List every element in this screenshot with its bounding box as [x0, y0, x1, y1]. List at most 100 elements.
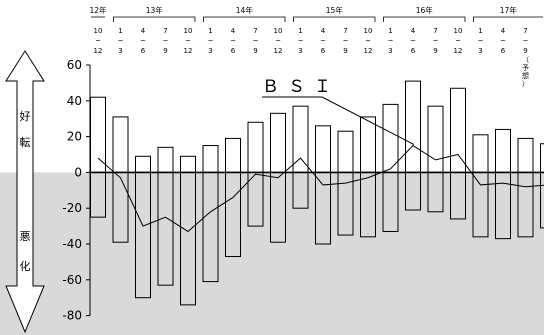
negative-bar [315, 171, 331, 245]
quarter-label: 1 [118, 27, 122, 35]
year-label: 16年 [416, 5, 434, 15]
quarter-label: 10 [364, 27, 373, 35]
negative-bar [112, 171, 129, 243]
positive-bar [382, 103, 399, 173]
quarter-label: 6 [231, 47, 236, 55]
quarter-label: 7 [343, 27, 347, 35]
y-tick-label: -20 [62, 201, 82, 215]
year-label: 14年 [236, 5, 254, 15]
y-tick-label: 20 [67, 130, 82, 144]
negative-bar [360, 171, 376, 238]
quarter-label: ~ [523, 37, 529, 45]
quarter-label: ~ [410, 37, 416, 45]
forecast-note: 想 [522, 71, 529, 80]
negative-bar [495, 171, 511, 240]
positive-bar [135, 155, 151, 173]
quarter-label: 7 [163, 27, 167, 35]
negative-bar [247, 171, 264, 227]
quarter-label: 9 [433, 47, 437, 55]
positive-bar [180, 155, 196, 173]
quarter-label: 3 [478, 47, 482, 55]
quarter-label: 1 [478, 27, 482, 35]
quarter-label: 6 [321, 47, 326, 55]
positive-bar [112, 116, 129, 173]
quarter-label: 1 [388, 27, 392, 35]
quarter-label: ~ [388, 37, 394, 45]
y-tick-label: -60 [62, 273, 82, 287]
positive-bar [90, 96, 106, 173]
negative-bar [202, 171, 219, 283]
positive-bar [225, 137, 241, 173]
positive-bar [450, 87, 466, 173]
year-label: 15年 [326, 5, 344, 15]
positive-bar [315, 125, 331, 173]
y-axis: 60 40 20 0 -20 -40 -60 -80 [62, 58, 91, 323]
positive-bar [360, 116, 376, 173]
year-bracket [293, 16, 376, 22]
quarter-label: 10 [184, 27, 193, 35]
period-header: 12年 10 ~12 13年 1 ~3 4 ~6 7 ~9 10 ~12 14年 1 ~3 4 ~6 7 ~9 10 ~… [89, 5, 544, 88]
double-arrow-shape [5, 50, 45, 334]
quarter-label: 12 [274, 47, 283, 55]
negative-bar [90, 171, 106, 218]
quarter-label: ~ [185, 37, 191, 45]
quarter-label: 3 [118, 47, 122, 55]
quarter-label: ~ [118, 37, 124, 45]
year-bracket [473, 16, 543, 22]
quarter-label: 1 [298, 27, 302, 35]
quarter-label: ~ [208, 37, 214, 45]
quarter-label: ~ [343, 37, 349, 45]
positive-bar [405, 80, 421, 173]
negative-bar [517, 171, 534, 238]
quarter-label: 9 [163, 47, 167, 55]
y-tick-label: 40 [67, 94, 82, 108]
side-label-good-2: 転 [20, 136, 31, 149]
quarter-label: 12 [94, 47, 103, 55]
positive-bar [427, 105, 444, 173]
quarter-label: 3 [298, 47, 302, 55]
quarter-label: 4 [411, 27, 416, 35]
quarter-label: 4 [321, 27, 326, 35]
negative-bar [292, 171, 309, 209]
side-label-good-1: 好 [20, 109, 31, 123]
negative-bar [450, 171, 466, 220]
quarter-label: ~ [163, 37, 169, 45]
bars [90, 80, 544, 306]
quarter-label: 4 [501, 27, 506, 35]
quarter-label: ~ [365, 37, 371, 45]
year-bracket [383, 16, 466, 22]
quarter-label: ~ [478, 37, 484, 45]
y-tick-label: -40 [62, 237, 82, 251]
positive-bar [540, 143, 544, 173]
positive-bar [270, 112, 286, 173]
quarter-label: ~ [275, 37, 281, 45]
positive-bar [495, 128, 511, 173]
forecast-note: ） [522, 80, 529, 88]
quarter-label: ~ [230, 37, 236, 45]
quarter-label: 7 [523, 27, 527, 35]
negative-bar [225, 171, 241, 258]
bsi-label-group: ＢＳＩ [262, 77, 415, 145]
positive-bar [157, 146, 174, 173]
quarter-label: 6 [411, 47, 416, 55]
negative-bar [270, 171, 286, 243]
quarter-label: ~ [253, 37, 259, 45]
year-bracket [203, 16, 286, 22]
double-arrow-icon [5, 50, 45, 334]
negative-bar [472, 171, 489, 238]
y-tick-label: 0 [74, 165, 82, 179]
side-label-bad-1: 悪 [20, 230, 31, 243]
year-bracket [113, 16, 196, 22]
y-tick-label: 60 [67, 58, 82, 72]
negative-bar [382, 171, 399, 232]
forecast-note: （ [522, 56, 529, 64]
quarter-label: 3 [388, 47, 392, 55]
positive-bar [517, 137, 534, 173]
quarter-label: ~ [320, 37, 326, 45]
bsi-label-leader [321, 96, 415, 145]
negative-bar [157, 171, 174, 286]
bsi-label: ＢＳＩ [262, 77, 340, 97]
quarter-label: 3 [208, 47, 212, 55]
